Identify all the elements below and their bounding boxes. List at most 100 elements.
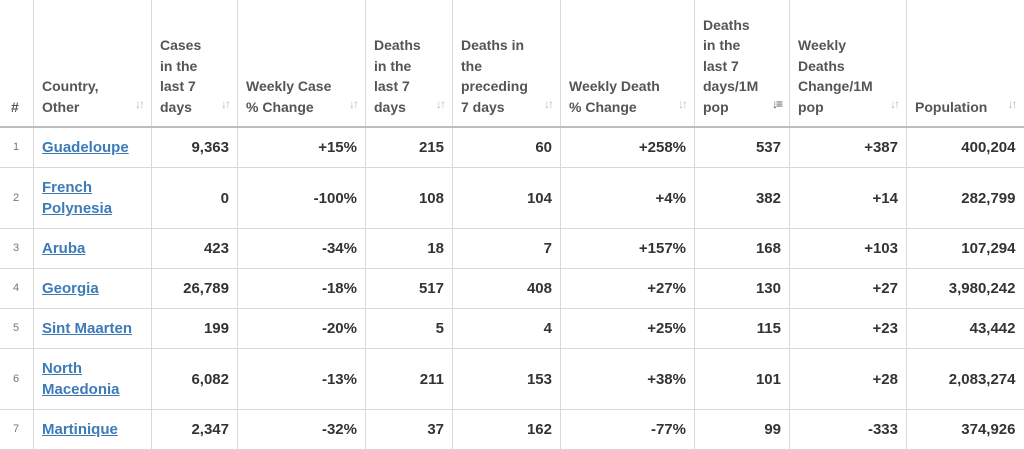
sort-arrows-icon[interactable]: ↓↑ [221,96,231,111]
country-link[interactable]: North Macedonia [42,360,120,398]
country-cell: Aruba [33,228,152,269]
cases-7d-cell: 2,347 [151,409,238,450]
sort-arrows-icon[interactable]: ↓↑ [544,96,554,111]
header-weekly-deaths-change-per-1m[interactable]: Weekly Deaths Change/1M pop ↓↑ [789,0,907,128]
deaths-7d-cell: 211 [365,348,453,410]
deaths-prev-7d-cell: 60 [452,127,561,168]
weekly-deaths-change-per-1m-cell: +27 [789,268,907,309]
row-index: 4 [0,268,34,309]
weekly-death-change-cell: +25% [560,308,695,349]
cases-7d-cell: 0 [151,167,238,229]
weekly-case-change-cell: -34% [237,228,366,269]
population-cell: 374,926 [906,409,1024,450]
deaths-prev-7d-cell: 104 [452,167,561,229]
weekly-case-change-cell: -20% [237,308,366,349]
weekly-death-change-cell: +27% [560,268,695,309]
row-index: 3 [0,228,34,269]
country-link[interactable]: French Polynesia [42,179,113,217]
header-weekly-death-change-label: Weekly Death % Change [569,78,660,115]
table-row: 6 North Macedonia 6,082 -13% 211 153 +38… [0,348,1024,410]
deaths-prev-7d-cell: 153 [452,348,561,410]
weekly-death-change-cell: +157% [560,228,695,269]
country-cell: Martinique [33,409,152,450]
sort-arrows-icon[interactable]: ↓↑ [135,96,145,111]
row-index: 1 [0,127,34,168]
header-cases-7d-label: Cases in the last 7 days [160,37,202,115]
header-weekly-case-change[interactable]: Weekly Case % Change ↓↑ [237,0,366,128]
deaths-per-1m-cell: 115 [694,308,790,349]
header-deaths-7d-label: Deaths in the last 7 days [374,37,421,115]
country-link[interactable]: Guadeloupe [42,139,129,156]
sort-arrows-icon[interactable]: ↓↑ [678,96,688,111]
weekly-deaths-change-per-1m-cell: +14 [789,167,907,229]
header-deaths-prev-7d[interactable]: Deaths in the preceding 7 days ↓↑ [452,0,561,128]
country-cell: French Polynesia [33,167,152,229]
country-cell: Sint Maarten [33,308,152,349]
population-cell: 43,442 [906,308,1024,349]
deaths-7d-cell: 18 [365,228,453,269]
deaths-per-1m-cell: 99 [694,409,790,450]
deaths-prev-7d-cell: 408 [452,268,561,309]
table-row: 2 French Polynesia 0 -100% 108 104 +4% 3… [0,167,1024,229]
country-cell: Georgia [33,268,152,309]
header-row: # Country, Other ↓↑ Cases in the last 7 d… [0,0,1024,128]
population-cell: 400,204 [906,127,1024,168]
weekly-case-change-cell: +15% [237,127,366,168]
header-deaths-7d-per-1m-label: Deaths in the last 7 days/1M pop [703,16,759,115]
header-deaths-7d[interactable]: Deaths in the last 7 days ↓↑ [365,0,453,128]
cases-7d-cell: 26,789 [151,268,238,309]
population-cell: 2,083,274 [906,348,1024,410]
header-population-label: Population [915,98,988,115]
population-cell: 282,799 [906,167,1024,229]
header-deaths-7d-per-1m[interactable]: Deaths in the last 7 days/1M pop ↓≡ [694,0,790,128]
table-row: 7 Martinique 2,347 -32% 37 162 -77% 99 -… [0,409,1024,450]
country-link[interactable]: Martinique [42,421,118,438]
sort-arrows-icon[interactable]: ↓↑ [890,96,900,111]
deaths-7d-cell: 5 [365,308,453,349]
deaths-7d-cell: 37 [365,409,453,450]
weekly-case-change-cell: -32% [237,409,366,450]
cases-7d-cell: 423 [151,228,238,269]
weekly-death-change-cell: +4% [560,167,695,229]
deaths-per-1m-cell: 168 [694,228,790,269]
country-cell: Guadeloupe [33,127,152,168]
weekly-deaths-change-per-1m-cell: +23 [789,308,907,349]
table-row: 3 Aruba 423 -34% 18 7 +157% 168 +103 107… [0,228,1024,269]
deaths-prev-7d-cell: 7 [452,228,561,269]
header-weekly-death-change[interactable]: Weekly Death % Change ↓↑ [560,0,695,128]
cases-7d-cell: 199 [151,308,238,349]
deaths-7d-cell: 215 [365,127,453,168]
deaths-7d-cell: 517 [365,268,453,309]
country-link[interactable]: Georgia [42,280,99,297]
header-weekly-deaths-change-per-1m-label: Weekly Deaths Change/1M pop [798,37,873,115]
country-cell: North Macedonia [33,348,152,410]
weekly-deaths-change-per-1m-cell: +103 [789,228,907,269]
row-index: 5 [0,308,34,349]
cases-7d-cell: 9,363 [151,127,238,168]
deaths-per-1m-cell: 130 [694,268,790,309]
row-index: 6 [0,348,34,410]
weekly-death-change-cell: -77% [560,409,695,450]
header-cases-7d[interactable]: Cases in the last 7 days ↓↑ [151,0,238,128]
deaths-7d-cell: 108 [365,167,453,229]
weekly-case-change-cell: -18% [237,268,366,309]
country-link[interactable]: Aruba [42,240,86,257]
header-weekly-case-change-label: Weekly Case % Change [246,78,332,115]
sort-arrows-icon[interactable]: ↓↑ [436,96,446,111]
sort-descending-icon[interactable]: ↓≡ [771,96,783,111]
weekly-deaths-change-per-1m-cell: +28 [789,348,907,410]
cases-7d-cell: 6,082 [151,348,238,410]
header-population[interactable]: Population ↓↑ [906,0,1024,128]
header-index[interactable]: # [0,0,34,128]
sort-arrows-icon[interactable]: ↓↑ [1007,96,1018,111]
sort-arrows-icon[interactable]: ↓↑ [349,96,359,111]
table-row: 1 Guadeloupe 9,363 +15% 215 60 +258% 537… [0,127,1024,168]
header-country[interactable]: Country, Other ↓↑ [33,0,152,128]
deaths-per-1m-cell: 382 [694,167,790,229]
weekly-case-change-cell: -13% [237,348,366,410]
row-index: 7 [0,409,34,450]
population-cell: 107,294 [906,228,1024,269]
country-link[interactable]: Sint Maarten [42,320,133,337]
weekly-deaths-change-per-1m-cell: -333 [789,409,907,450]
